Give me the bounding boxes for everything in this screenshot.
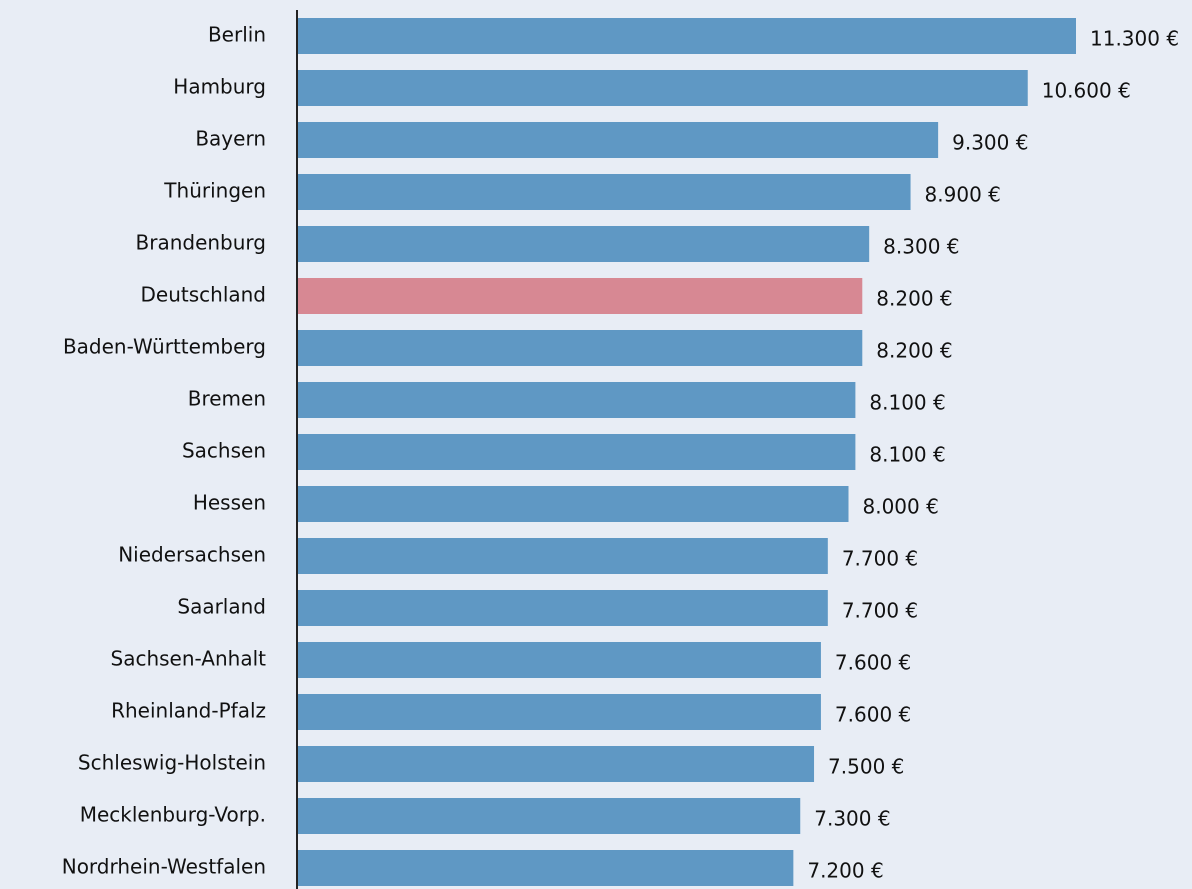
- value-label: 8.100 €: [869, 443, 945, 467]
- value-label: 8.200 €: [876, 287, 952, 311]
- category-label: Sachsen-Anhalt: [111, 647, 267, 671]
- bar: [297, 434, 856, 470]
- category-label: Bayern: [195, 127, 266, 151]
- value-label: 7.700 €: [842, 547, 918, 571]
- bar: [297, 330, 863, 366]
- bar: [297, 798, 801, 834]
- bar: [297, 382, 856, 418]
- category-label: Nordrhein-Westfalen: [62, 855, 266, 879]
- value-label: 7.700 €: [842, 599, 918, 623]
- category-label: Bremen: [188, 387, 266, 411]
- value-label: 8.000 €: [863, 495, 939, 519]
- value-label: 11.300 €: [1090, 27, 1179, 51]
- value-label: 7.300 €: [814, 807, 890, 831]
- category-label: Hamburg: [173, 75, 266, 99]
- bar: [297, 18, 1076, 54]
- category-label: Niedersachsen: [118, 543, 266, 567]
- category-label: Sachsen: [182, 439, 266, 463]
- category-label: Hessen: [193, 491, 266, 515]
- category-label: Mecklenburg-Vorp.: [80, 803, 266, 827]
- category-label: Deutschland: [141, 283, 267, 307]
- category-label: Rheinland-Pfalz: [111, 699, 266, 723]
- value-label: 7.200 €: [807, 859, 883, 883]
- category-label: Thüringen: [163, 179, 266, 203]
- category-label: Berlin: [208, 23, 266, 47]
- category-label: Brandenburg: [136, 231, 267, 255]
- value-label: 7.500 €: [828, 755, 904, 779]
- category-label: Saarland: [177, 595, 266, 619]
- bar: [297, 174, 911, 210]
- value-label: 8.900 €: [925, 183, 1001, 207]
- value-label: 8.200 €: [876, 339, 952, 363]
- category-label: Schleswig-Holstein: [78, 751, 266, 775]
- value-label: 8.300 €: [883, 235, 959, 259]
- bar: [297, 850, 794, 886]
- value-label: 9.300 €: [952, 131, 1028, 155]
- bar: [297, 226, 870, 262]
- bar: [297, 70, 1028, 106]
- bar: [297, 590, 828, 626]
- bar: [297, 538, 828, 574]
- value-label: 7.600 €: [835, 651, 911, 675]
- bar: [297, 122, 939, 158]
- bar: [297, 642, 821, 678]
- value-label: 8.100 €: [869, 391, 945, 415]
- value-label: 10.600 €: [1042, 79, 1131, 103]
- bar: [297, 486, 849, 522]
- category-label: Baden-Württemberg: [63, 335, 266, 359]
- value-label: 7.600 €: [835, 703, 911, 727]
- bar: [297, 694, 821, 730]
- bar: [297, 278, 863, 314]
- bar: [297, 746, 815, 782]
